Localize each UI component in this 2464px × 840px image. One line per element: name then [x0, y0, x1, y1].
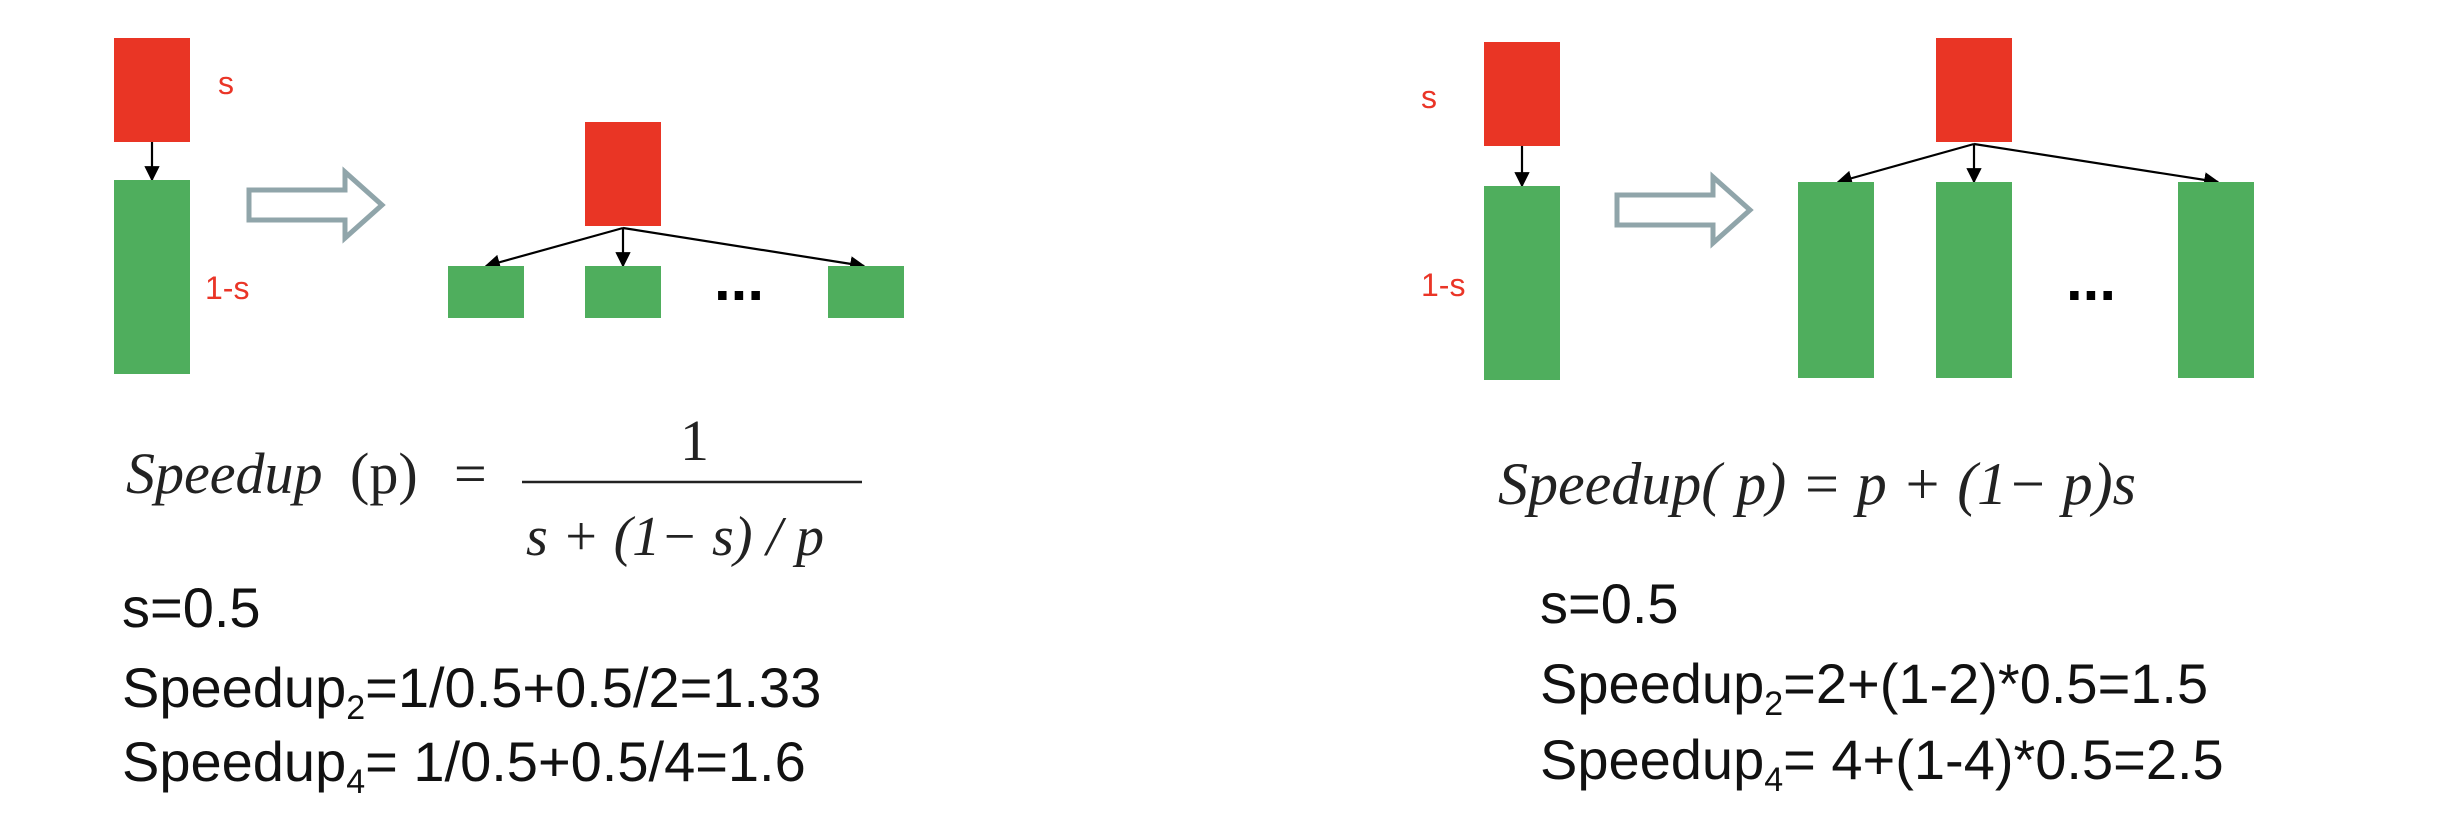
left-panel: s 1-s ... Speedup (p) = 1 s + (1− s) / p [114, 38, 904, 568]
left-formula-arg: (p) [350, 441, 418, 506]
left-fork-arrow-1 [484, 226, 624, 270]
left-transform-arrow [246, 166, 386, 244]
right-fork-arrow-1 [1836, 142, 1975, 186]
right-speedup-2: Speedup2=2+(1-2)*0.5=1.5 [1540, 656, 2208, 722]
left-parallel-serial-block [585, 122, 661, 226]
right-parallel-label: 1-s [1421, 267, 1465, 303]
right-parallel-block [1484, 186, 1560, 380]
right-speedup-2-sub: 2 [1764, 685, 1784, 723]
right-transform-arrow [1614, 171, 1754, 249]
right-parallel-serial-block [1936, 38, 2012, 142]
left-formula: Speedup (p) = 1 s + (1− s) / p [126, 408, 862, 568]
right-worker-block-2 [1936, 182, 2012, 378]
left-worker-block-2 [585, 266, 661, 318]
right-formula: Speedup( p) = p + (1− p)s [1498, 451, 2136, 517]
right-ellipsis: ... [2066, 246, 2116, 313]
right-worker-block-1 [1798, 182, 1874, 378]
right-fork-arrow-3 [1973, 142, 2220, 188]
right-speedup-4-sub: 4 [1764, 761, 1784, 799]
left-speedup-2-sub: 2 [346, 689, 366, 727]
right-speedup-2-prefix: Speedup [1540, 652, 1765, 715]
left-formula-lhs: Speedup [126, 441, 323, 506]
left-fork-arrow-3 [622, 226, 866, 272]
right-speedup-4-rest: = 4+(1-4)*0.5=2.5 [1783, 728, 2224, 791]
left-speedup-2-rest: =1/0.5+0.5/2=1.33 [365, 656, 822, 719]
right-s-value: s=0.5 [1540, 572, 1679, 635]
left-speedup-4-rest: = 1/0.5+0.5/4=1.6 [365, 730, 806, 793]
right-panel: s 1-s ... Speedup( p) = p + (1− p)s [1421, 38, 2254, 517]
left-s-value: s=0.5 [122, 576, 261, 639]
right-speedup-2-rest: =2+(1-2)*0.5=1.5 [1783, 652, 2209, 715]
right-speedup-4: Speedup4= 4+(1-4)*0.5=2.5 [1540, 732, 2224, 798]
right-speedup-4-prefix: Speedup [1540, 728, 1765, 791]
left-speedup-4: Speedup4= 1/0.5+0.5/4=1.6 [122, 734, 806, 800]
right-serial-block [1484, 42, 1560, 146]
left-worker-block-3 [828, 266, 904, 318]
left-ellipsis: ... [714, 246, 764, 313]
right-worker-block-3 [2178, 182, 2254, 378]
left-worker-block-1 [448, 266, 524, 318]
left-serial-block [114, 38, 190, 142]
left-speedup-2-prefix: Speedup [122, 656, 347, 719]
right-serial-label: s [1421, 79, 1437, 115]
left-formula-denominator: s + (1− s) / p [526, 506, 824, 568]
left-parallel-label: 1-s [205, 270, 249, 306]
left-speedup-4-sub: 4 [346, 763, 366, 801]
left-speedup-2: Speedup2=1/0.5+0.5/2=1.33 [122, 660, 821, 726]
left-parallel-block [114, 180, 190, 374]
left-serial-label: s [218, 65, 234, 101]
left-formula-numerator: 1 [680, 408, 709, 473]
left-speedup-4-prefix: Speedup [122, 730, 347, 793]
left-formula-eq: = [454, 441, 487, 506]
